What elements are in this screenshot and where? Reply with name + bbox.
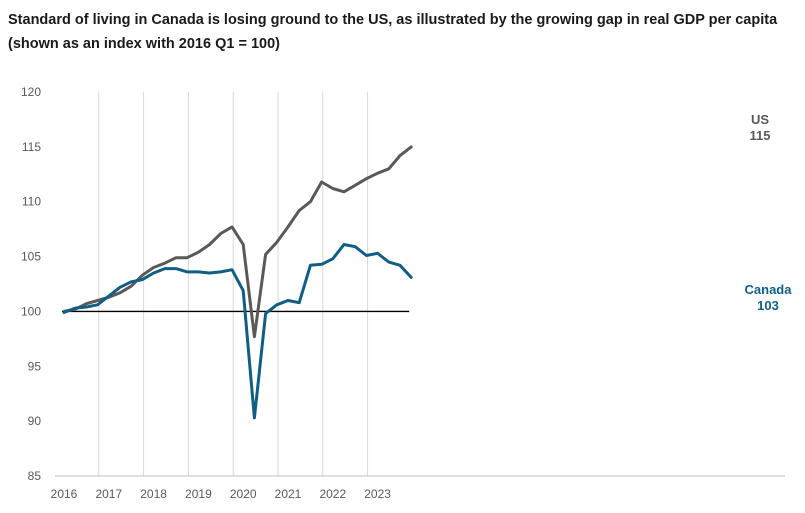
series-label-us: US <box>751 112 769 127</box>
x-tick-label: 2018 <box>140 487 167 501</box>
series-line-canada <box>62 243 413 420</box>
gridlines <box>98 92 369 476</box>
y-tick-label: 95 <box>28 359 42 373</box>
chart-title-block: Standard of living in Canada is losing g… <box>8 8 798 56</box>
series-line-us <box>62 145 413 339</box>
series-group <box>62 145 413 420</box>
x-tick-label: 2017 <box>95 487 122 501</box>
x-axis: 2016 2017 2018 2019 2020 2021 2022 2023 <box>51 475 785 501</box>
x-tick-label: 2016 <box>51 487 78 501</box>
series-end-value-us: 115 <box>750 128 771 143</box>
y-tick-label: 120 <box>21 85 41 99</box>
y-tick-label: 105 <box>21 250 41 264</box>
x-tick-label: 2023 <box>364 487 391 501</box>
series-end-value-canada: 103 <box>757 298 779 313</box>
y-tick-label: 90 <box>28 414 42 428</box>
y-tick-label: 110 <box>22 195 41 209</box>
x-tick-label: 2021 <box>275 487 302 501</box>
y-tick-label: 115 <box>22 140 41 154</box>
series-label-canada: Canada <box>745 282 793 297</box>
y-axis: 85 90 95 100 105 110 115 120 <box>21 85 41 483</box>
x-tick-label: 2019 <box>185 487 212 501</box>
chart-subtitle: (shown as an index with 2016 Q1 = 100) <box>8 36 280 52</box>
chart-title: Standard of living in Canada is losing g… <box>8 12 778 28</box>
y-tick-label: 85 <box>28 469 42 483</box>
y-tick-label: 100 <box>21 304 41 318</box>
x-tick-label: 2020 <box>230 487 257 501</box>
x-tick-label: 2022 <box>319 487 346 501</box>
